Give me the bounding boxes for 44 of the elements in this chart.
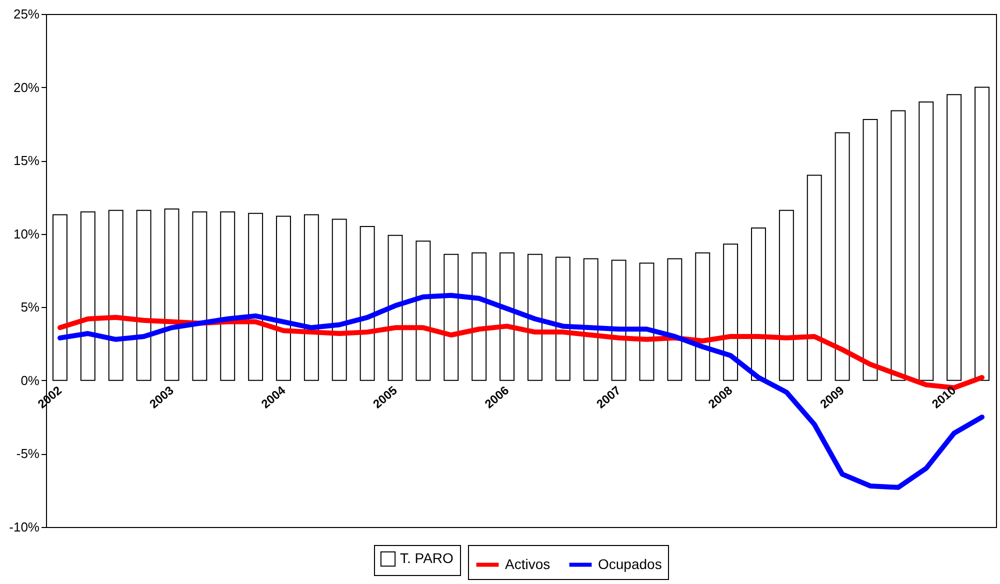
bar — [834, 132, 850, 381]
bar — [527, 254, 542, 381]
bar — [164, 208, 180, 381]
legend-label: Activos — [505, 556, 550, 572]
bar — [667, 258, 682, 381]
bar — [416, 240, 431, 381]
bar — [248, 212, 264, 381]
bar — [862, 119, 878, 381]
bar — [220, 211, 236, 381]
bar — [778, 210, 794, 381]
bar — [388, 234, 403, 381]
y-tick-label: -5% — [16, 446, 40, 462]
bar — [360, 226, 375, 381]
y-tick-label: 5% — [20, 300, 40, 315]
bar — [751, 227, 766, 381]
bar — [136, 210, 152, 381]
bar — [80, 211, 96, 381]
y-tick-label: 25% — [13, 6, 40, 22]
bar — [583, 258, 598, 381]
bar — [806, 174, 822, 381]
bar — [332, 218, 347, 381]
bar — [611, 260, 626, 381]
y-tick-label: 20% — [13, 80, 40, 95]
bar — [555, 256, 570, 381]
bar — [890, 110, 906, 381]
bar — [974, 86, 990, 381]
y-tick-label: 15% — [13, 153, 40, 168]
bar — [946, 94, 962, 381]
bar — [276, 216, 291, 381]
bar — [192, 211, 208, 381]
bar — [108, 210, 124, 381]
y-tick-label: 10% — [13, 226, 40, 242]
bar — [695, 252, 710, 381]
bar — [723, 244, 738, 381]
y-tick-label: 0% — [20, 372, 40, 388]
legend-label: Ocupados — [598, 556, 662, 572]
bar — [500, 252, 515, 381]
bar — [444, 254, 459, 381]
bar — [918, 101, 934, 381]
y-tick-label: -10% — [9, 520, 40, 534]
bar — [52, 214, 68, 381]
bar — [304, 214, 319, 381]
legend-label: T. PARO — [400, 550, 454, 566]
bar — [472, 252, 487, 381]
